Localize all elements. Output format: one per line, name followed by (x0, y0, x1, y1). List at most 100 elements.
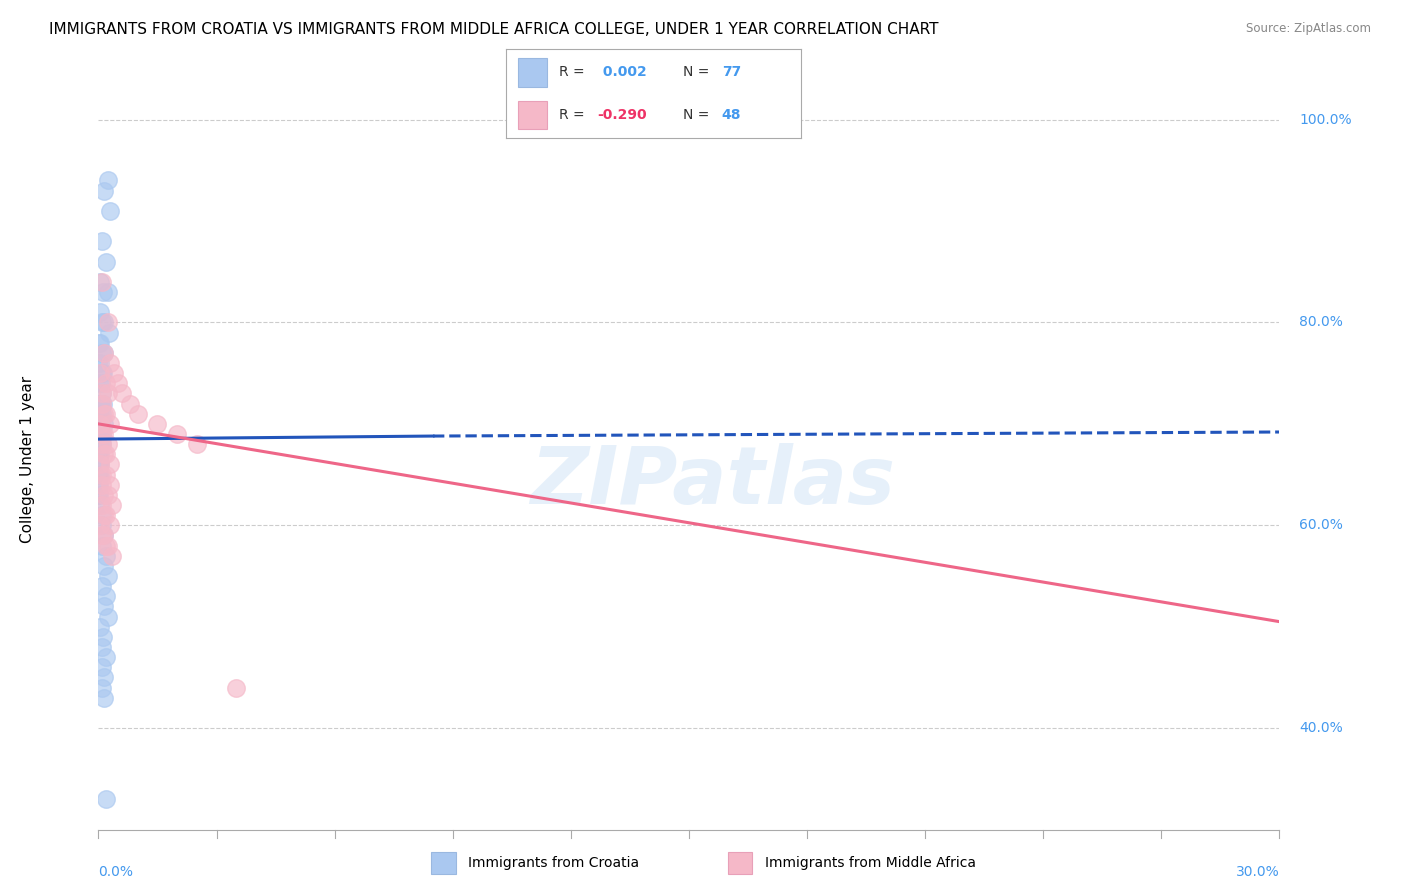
Point (90, 407, 112, 421)
Point (98, 477, 121, 491)
Point (96, 549, 118, 563)
Point (93, 407, 115, 421)
Point (93, 528, 115, 542)
Point (93, 670, 115, 684)
Text: ZIPatlas: ZIPatlas (530, 442, 896, 521)
Point (89, 477, 111, 491)
Point (127, 407, 149, 421)
Point (97, 316, 120, 330)
Text: R =: R = (560, 108, 585, 122)
Point (93, 346, 115, 360)
Point (90, 376, 112, 391)
Point (87, 396, 110, 410)
Point (89, 498, 111, 512)
Point (89, 366, 111, 380)
Point (90, 640, 112, 654)
Point (97, 488, 120, 502)
Point (93, 316, 115, 330)
Point (98, 356, 121, 370)
Point (89, 417, 111, 431)
Text: R =: R = (560, 65, 585, 79)
Point (146, 417, 169, 431)
Point (98, 417, 121, 431)
Point (89, 447, 111, 461)
Text: 100.0%: 100.0% (1299, 112, 1351, 127)
Point (93, 447, 115, 461)
Text: N =: N = (683, 65, 710, 79)
Point (96, 792, 118, 806)
Text: N =: N = (683, 108, 710, 122)
Point (89, 437, 111, 451)
Point (91, 467, 114, 482)
Point (96, 467, 118, 482)
Point (90, 437, 112, 451)
Text: 77: 77 (721, 65, 741, 79)
Point (89, 417, 111, 431)
Point (91, 386, 114, 401)
Point (166, 427, 188, 442)
Point (96, 589, 118, 603)
Point (89, 396, 111, 410)
Point (98, 326, 121, 340)
Point (97, 539, 120, 553)
Point (90, 427, 112, 442)
Text: -0.290: -0.290 (598, 108, 647, 122)
Point (89, 458, 111, 472)
Point (107, 376, 129, 391)
Point (91, 437, 114, 451)
Point (89, 488, 111, 502)
Point (91, 539, 114, 553)
Point (89, 335, 111, 350)
Point (98, 518, 121, 533)
Point (89, 447, 111, 461)
Point (87, 477, 110, 491)
Point (97, 285, 120, 299)
Point (91, 528, 114, 542)
Point (186, 437, 208, 451)
Point (97, 386, 120, 401)
Point (89, 407, 111, 421)
Point (89, 518, 111, 533)
Point (96, 407, 118, 421)
Point (89, 376, 111, 391)
Point (91, 386, 114, 401)
Point (93, 558, 115, 573)
Point (118, 396, 141, 410)
Point (96, 650, 118, 665)
Point (87, 427, 110, 442)
Text: College, Under 1 year: College, Under 1 year (20, 376, 35, 543)
Point (101, 498, 124, 512)
Point (97, 569, 120, 583)
Point (87, 437, 110, 451)
Point (89, 620, 111, 634)
Point (87, 467, 110, 482)
Point (91, 346, 114, 360)
Point (90, 681, 112, 695)
Point (90, 366, 112, 380)
Text: Immigrants from Middle Africa: Immigrants from Middle Africa (765, 856, 976, 870)
Point (93, 488, 115, 502)
Point (87, 407, 110, 421)
Point (93, 599, 115, 614)
Point (87, 458, 110, 472)
Point (93, 528, 115, 542)
Point (90, 498, 112, 512)
Point (96, 447, 118, 461)
Text: 60.0%: 60.0% (1299, 518, 1343, 533)
Point (89, 458, 111, 472)
Point (91, 508, 114, 523)
Point (96, 508, 118, 523)
Point (96, 539, 118, 553)
Text: 80.0%: 80.0% (1299, 316, 1343, 329)
Point (93, 346, 115, 360)
Point (89, 437, 111, 451)
Point (93, 417, 115, 431)
Point (90, 518, 112, 533)
Point (89, 467, 111, 482)
Point (93, 184, 115, 198)
Point (89, 427, 111, 442)
Point (91, 396, 114, 410)
Point (87, 488, 110, 502)
Point (89, 335, 111, 350)
Point (101, 549, 124, 563)
